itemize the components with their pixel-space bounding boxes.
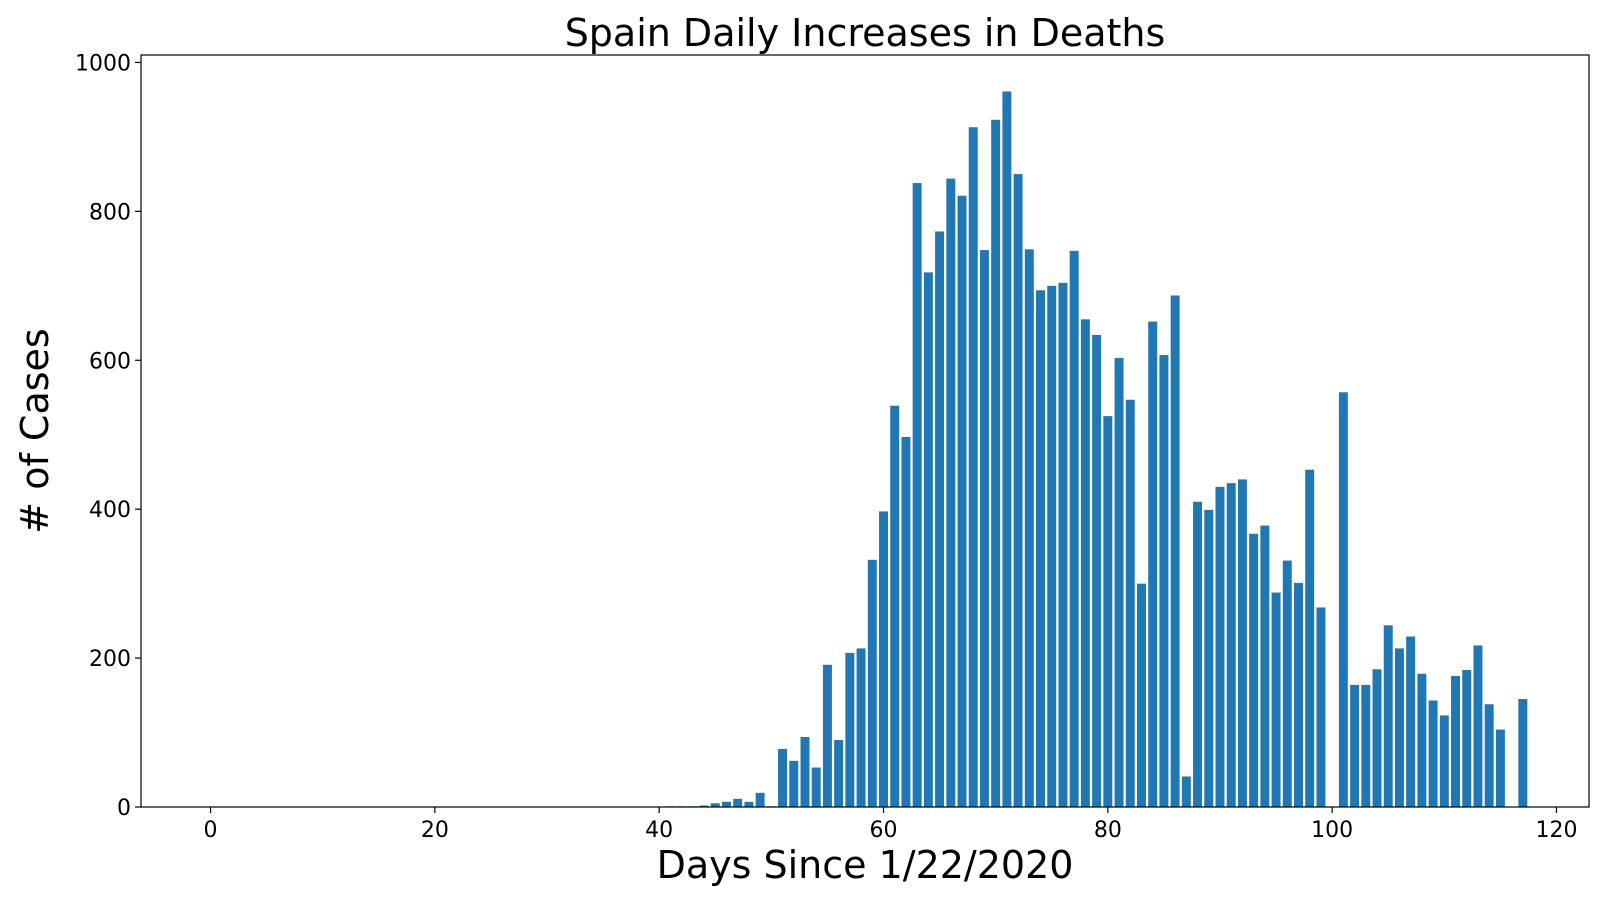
bar [979,250,989,807]
bar [935,231,945,807]
bar [1024,249,1034,807]
y-axis: 0 200 400 600 800 1000 [75,51,141,821]
bar [923,272,933,807]
y-tick-label: 800 [89,200,131,225]
bar [822,664,832,807]
bar [1193,501,1203,807]
bar [699,805,709,807]
bar [1473,645,1483,807]
bar [1394,648,1404,807]
bar [1204,509,1214,807]
bar [856,648,866,807]
bar [991,119,1001,807]
bar [1495,729,1505,807]
y-axis-label: # of Cases [13,328,57,533]
y-tick-label: 1000 [75,51,131,76]
bar [1484,704,1494,807]
x-axis-label: Days Since 1/22/2020 [657,843,1074,887]
y-tick-label: 600 [89,349,131,374]
bar [890,405,900,807]
y-tick-label: 400 [89,498,131,523]
bar [1417,673,1427,807]
bar [1350,684,1360,807]
bar [901,436,911,807]
x-axis: 0 20 40 60 80 100 120 [204,807,1577,843]
bar [1080,319,1090,807]
bar [1036,290,1046,807]
bar [744,801,754,807]
bar [879,511,888,807]
bar [1249,533,1259,807]
bar [1518,699,1528,807]
bar [1428,700,1438,807]
bar [1013,174,1023,807]
bar [1383,625,1393,807]
bar [1372,669,1382,807]
bar [957,195,967,808]
chart-title: Spain Daily Increases in Deaths [565,11,1166,55]
bar [1282,560,1292,807]
bar [1462,670,1472,807]
y-tick-label: 0 [117,796,131,821]
bar [1103,416,1113,807]
bar [1125,399,1135,807]
x-tick-label: 120 [1535,818,1577,843]
bar [1361,684,1371,807]
x-tick-label: 60 [870,818,898,843]
bar [1338,392,1348,807]
bar [1451,675,1461,807]
plot-frame [140,54,1590,808]
bars [665,91,1528,808]
bar [1406,636,1416,807]
bar [755,792,765,807]
bar [811,767,821,807]
bar [1226,483,1236,807]
bar [1439,715,1449,807]
bar [1181,776,1191,807]
bar [721,801,731,807]
bar [867,559,877,807]
bar [1159,355,1169,807]
bar [1215,486,1225,807]
bar [1092,334,1102,807]
bar [778,748,788,807]
x-tick-label: 20 [421,818,449,843]
bar [1170,295,1180,807]
bar [1271,592,1281,807]
bar [1069,250,1079,807]
bar [1260,525,1270,807]
x-tick-label: 80 [1094,818,1122,843]
x-tick-label: 40 [645,818,673,843]
x-tick-label: 0 [204,818,218,843]
bar [1002,91,1012,808]
bar [845,652,855,807]
bar [946,178,956,808]
bar [968,127,978,808]
bar [789,760,799,807]
bar [1136,583,1146,807]
bar [800,737,810,807]
bar [1114,358,1124,807]
bar [733,798,743,807]
bar [1047,285,1057,807]
y-tick-label: 200 [89,647,131,672]
bar [1305,469,1315,807]
bar [1316,607,1326,807]
bar [912,183,922,807]
bar [710,803,720,807]
bar [1237,479,1247,807]
bar [1294,582,1303,807]
bar [1148,321,1158,807]
bar [834,739,844,807]
bar [1058,282,1068,808]
x-tick-label: 100 [1311,818,1353,843]
